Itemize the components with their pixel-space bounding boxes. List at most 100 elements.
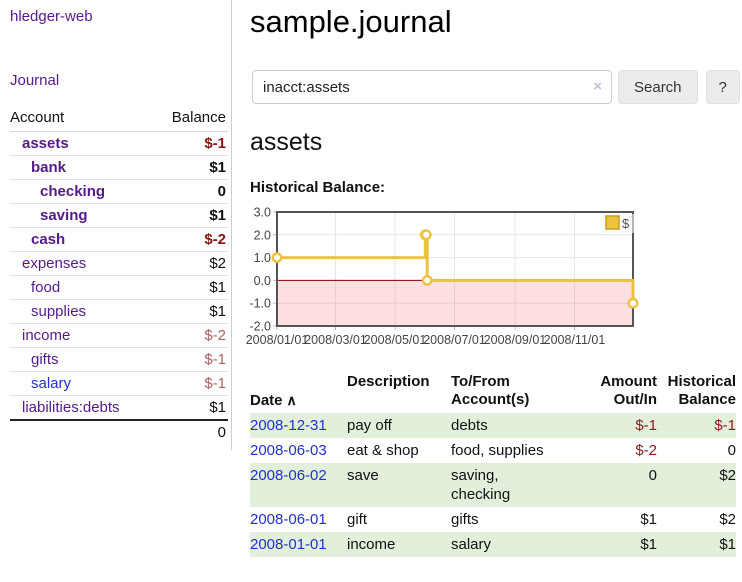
account-balance: $-2 [154,227,228,252]
account-row: gifts $-1 [10,347,228,372]
svg-text:2008/05/01: 2008/05/01 [364,333,427,347]
transaction-date: 2008-06-01 [250,507,347,532]
transaction-date-link[interactable]: 2008-01-01 [250,536,327,553]
transaction-amount: $-2 [635,442,657,459]
account-row: bank $1 [10,155,228,180]
app-brand: hledger-web [10,8,231,26]
accounts-total-row: 0 [10,418,228,444]
account-link-cash[interactable]: cash [31,231,66,248]
transaction-balance: $2 [719,511,736,528]
transaction-date-link[interactable]: 2008-06-03 [250,442,327,459]
brand-link[interactable]: hledger-web [10,8,93,25]
transaction-amount: $1 [640,536,657,553]
transaction-description: income [347,536,396,553]
svg-text:3.0: 3.0 [254,206,271,220]
account-balance: $-2 [154,323,228,348]
svg-text:2008/01/01: 2008/01/01 [246,333,309,347]
account-row: liabilities:debts $1 [10,395,228,420]
account-link-assets[interactable]: assets [22,135,69,152]
search-button[interactable]: Search [618,70,698,104]
journal-link[interactable]: Journal [10,72,60,89]
accounts-total-value: 0 [154,418,228,444]
transaction-description: eat & shop [347,442,419,459]
transaction-date: 2008-06-03 [250,438,347,463]
account-balance: $-1 [154,371,228,396]
search-input-wrap: × [252,70,612,104]
account-link-liabilities-debts[interactable]: liabilities:debts [22,398,120,416]
transaction-date: 2008-06-02 [250,463,347,507]
transaction-amount: $1 [640,511,657,528]
transaction-date-link[interactable]: 2008-06-01 [250,511,327,528]
transaction-date-link[interactable]: 2008-06-02 [250,467,327,484]
transaction-balance: $1 [719,536,736,553]
transaction-date: 2008-01-01 [250,532,347,557]
account-row: food $1 [10,275,228,300]
page-title: sample.journal [250,4,452,39]
account-balance: $1 [154,395,228,420]
transaction-description: pay off [347,417,392,434]
help-button[interactable]: ? [705,70,740,104]
search-bar: × Search ? [250,70,742,104]
search-input[interactable] [252,70,612,104]
transaction-accounts: debts [451,417,488,434]
main-panel: sample.journal × Search ? assets Histori… [232,0,742,557]
transaction-date-link[interactable]: 2008-12-31 [250,417,327,434]
account-link-salary[interactable]: salary [31,375,72,392]
register-header-amount: Amount Out/In [600,373,657,408]
register-row: 2008-06-03 eat & shop food, supplies $-2 0 [250,438,736,463]
sidebar-item-journal: Journal [10,72,231,90]
account-balance: $1 [154,299,228,324]
account-row: supplies $1 [10,299,228,324]
transaction-balance: 0 [727,442,736,459]
account-balance: $2 [154,251,228,276]
transaction-date: 2008-12-31 [250,413,347,438]
account-balance: $1 [154,155,228,180]
account-link-bank[interactable]: bank [31,159,67,176]
register-header-accounts: To/From Account(s) [451,373,530,408]
account-link-checking[interactable]: checking [40,183,106,200]
account-balance: $1 [154,275,228,300]
svg-text:2008/11/01: 2008/11/01 [544,333,606,347]
account-balance: $-1 [154,131,228,156]
chart-label: Historical Balance: [250,179,386,196]
sort-asc-icon: ∧ [286,392,297,408]
register-header-balance: Historical Balance [667,373,736,408]
account-row: expenses $2 [10,251,228,276]
transaction-amount: 0 [648,467,657,484]
account-link-saving[interactable]: saving [40,207,88,224]
svg-text:2008/07/01: 2008/07/01 [423,333,486,347]
account-row: salary $-1 [10,371,228,396]
register-table: Date ∧ Description To/From Account(s) Amo… [250,371,736,557]
register-row: 2008-06-02 save saving, checking 0 $2 [250,463,736,507]
register-row: 2008-01-01 income salary $1 $1 [250,532,736,557]
account-row: income $-2 [10,323,228,348]
account-row: assets $-1 [10,131,228,156]
account-heading: assets [250,128,323,156]
transaction-amount: $-1 [635,417,657,434]
svg-text:0.0: 0.0 [254,274,271,288]
svg-text:2008/09/01: 2008/09/01 [484,333,547,347]
register-header-date[interactable]: Date ∧ [250,392,297,409]
account-link-food[interactable]: food [31,279,61,296]
account-row: cash $-2 [10,227,228,252]
historical-balance-chart: $3.0 2.0 1.0 0.0 -1.0 -2.0 2008/01/01 2008/03/0… [246,206,742,351]
transaction-accounts: saving, checking [451,467,511,503]
transaction-accounts: salary [451,536,492,553]
svg-text:-2.0: -2.0 [249,320,271,334]
transaction-description: gift [347,511,368,528]
account-link-gifts[interactable]: gifts [31,351,59,368]
account-link-expenses[interactable]: expenses [22,255,87,272]
svg-text:-1.0: -1.0 [249,297,271,311]
account-link-income[interactable]: income [22,327,71,344]
transaction-balance: $2 [719,467,736,484]
transaction-accounts: gifts [451,511,479,528]
transaction-description: save [347,467,379,484]
svg-text:$: $ [622,216,630,231]
account-link-supplies[interactable]: supplies [31,303,87,320]
accounts-table: Account Balance assets $-1 bank $1 checking 0… [10,106,228,444]
svg-text:2.0: 2.0 [254,228,271,242]
svg-text:2008/03/01: 2008/03/01 [304,333,367,347]
clear-search-icon[interactable]: × [593,78,602,95]
sidebar: hledger-web Journal Account Balance asse… [0,0,232,450]
transaction-accounts: food, supplies [451,442,544,459]
